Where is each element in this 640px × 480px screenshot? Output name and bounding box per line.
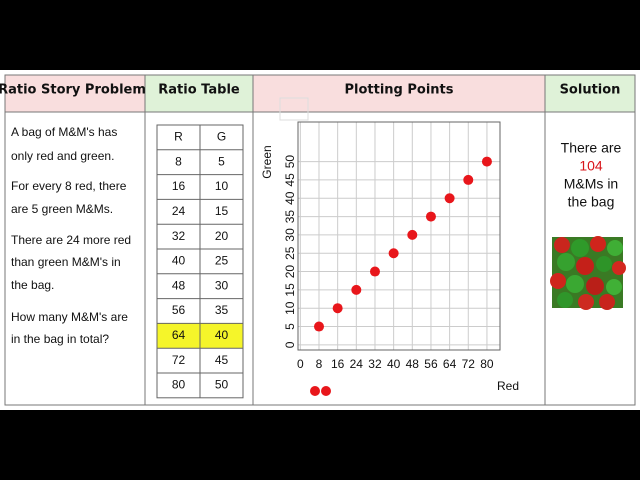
y-tick-label: 45 bbox=[283, 173, 297, 187]
table-cell: 16 bbox=[172, 179, 186, 193]
point bbox=[444, 193, 455, 204]
table-cell: 35 bbox=[215, 303, 229, 317]
point bbox=[369, 266, 380, 277]
y-tick-label: 25 bbox=[283, 246, 297, 260]
table-cell: 80 bbox=[172, 378, 186, 392]
table-cell: 10 bbox=[215, 179, 229, 193]
story-line: are 5 green M&Ms. bbox=[11, 202, 113, 216]
y-tick-label: 30 bbox=[283, 228, 297, 242]
table-header: G bbox=[217, 130, 226, 144]
solution-line: M&Ms in bbox=[564, 176, 618, 192]
x-tick-label: 40 bbox=[387, 357, 401, 371]
point bbox=[407, 229, 418, 240]
header-bg bbox=[5, 75, 145, 112]
y-tick-label: 15 bbox=[283, 283, 297, 297]
point bbox=[425, 211, 436, 222]
x-tick-label: 0 bbox=[297, 357, 304, 371]
story-line: than green M&M's in bbox=[11, 255, 121, 269]
point bbox=[481, 156, 492, 167]
sheet bbox=[0, 70, 640, 410]
y-tick-label: 50 bbox=[283, 155, 297, 169]
point bbox=[463, 174, 474, 185]
table-cell: 30 bbox=[215, 278, 229, 292]
table-cell: 32 bbox=[172, 229, 186, 243]
decor-dot bbox=[321, 386, 331, 396]
x-tick-label: 64 bbox=[443, 357, 457, 371]
y-tick-label: 0 bbox=[283, 341, 297, 348]
header-bg bbox=[253, 75, 545, 112]
x-tick-label: 8 bbox=[316, 357, 323, 371]
point bbox=[351, 284, 362, 295]
x-tick-label: 56 bbox=[424, 357, 438, 371]
header: Ratio Table bbox=[158, 83, 240, 98]
point bbox=[313, 321, 324, 332]
decor-dot bbox=[310, 386, 320, 396]
table-cell: 15 bbox=[215, 204, 229, 218]
frame bbox=[4, 74, 636, 406]
table-cell: 40 bbox=[172, 254, 186, 268]
table-cell: 48 bbox=[172, 278, 186, 292]
table-cell: 24 bbox=[172, 204, 186, 218]
table-cell: 72 bbox=[172, 353, 186, 367]
y-tick-label: 5 bbox=[283, 323, 297, 330]
x-tick-label: 72 bbox=[462, 357, 476, 371]
table-cell: 50 bbox=[215, 378, 229, 392]
x-tick-label: 80 bbox=[480, 357, 494, 371]
y-axis-label: Green bbox=[260, 145, 274, 178]
story-line: A bag of M&M's has bbox=[11, 125, 117, 139]
x-tick-label: 24 bbox=[350, 357, 364, 371]
table-header: R bbox=[174, 130, 183, 144]
table-cell: 25 bbox=[215, 254, 229, 268]
table-cell: 64 bbox=[172, 328, 186, 342]
story-line: in the bag in total? bbox=[11, 332, 109, 346]
solution-line: 104 bbox=[579, 158, 603, 174]
point bbox=[332, 303, 343, 314]
plot-border bbox=[297, 121, 501, 351]
y-tick-label: 35 bbox=[283, 210, 297, 224]
story-line: There are 24 more red bbox=[11, 233, 131, 247]
story-line: the bag. bbox=[11, 278, 54, 292]
table-cell: 20 bbox=[215, 229, 229, 243]
x-axis-label: Red bbox=[497, 379, 519, 393]
point bbox=[388, 248, 399, 259]
story-line: For every 8 red, there bbox=[11, 179, 127, 193]
x-tick-label: 16 bbox=[331, 357, 345, 371]
header: Plotting Points bbox=[344, 83, 453, 98]
header-bg bbox=[545, 75, 635, 112]
decor-box bbox=[279, 97, 309, 121]
table-cell: 56 bbox=[172, 303, 186, 317]
table-cell: 40 bbox=[215, 328, 229, 342]
candy-image bbox=[550, 236, 626, 310]
solution-line: There are bbox=[561, 140, 622, 156]
table-cell: 45 bbox=[215, 353, 229, 367]
table-cell: 5 bbox=[218, 154, 225, 168]
solution-line: the bag bbox=[568, 194, 615, 210]
x-tick-label: 48 bbox=[406, 357, 420, 371]
story-line: only red and green. bbox=[11, 149, 114, 163]
y-tick-label: 40 bbox=[283, 191, 297, 205]
header: Ratio Story Problem bbox=[0, 83, 146, 98]
header-bg bbox=[145, 75, 253, 112]
header: Solution bbox=[560, 83, 621, 98]
y-tick-label: 10 bbox=[283, 301, 297, 315]
y-tick-label: 20 bbox=[283, 265, 297, 279]
x-tick-label: 32 bbox=[368, 357, 382, 371]
table-cell: 8 bbox=[175, 154, 182, 168]
story-line: How many M&M's are bbox=[11, 310, 128, 324]
